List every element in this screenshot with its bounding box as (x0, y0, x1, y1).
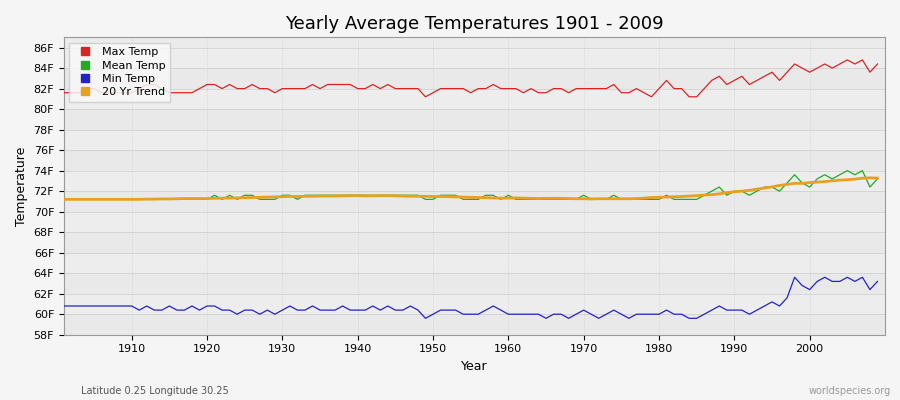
Bar (64, 150, 885, 171)
Bar (64, 191, 885, 212)
Bar (64, 294, 885, 314)
Bar (64, 232, 885, 253)
Legend: Max Temp, Mean Temp, Min Temp, 20 Yr Trend: Max Temp, Mean Temp, Min Temp, 20 Yr Tre… (69, 43, 170, 102)
Bar (64, 273, 885, 294)
Bar (64, 109, 885, 130)
Text: worldspecies.org: worldspecies.org (809, 386, 891, 396)
Bar (64, 253, 885, 273)
Bar (64, 171, 885, 191)
Bar (64, 130, 885, 150)
Bar (64, 212, 885, 232)
Bar (64, 68, 885, 89)
Text: Latitude 0.25 Longitude 30.25: Latitude 0.25 Longitude 30.25 (81, 386, 229, 396)
X-axis label: Year: Year (461, 360, 488, 373)
Bar (64, 314, 885, 335)
Title: Yearly Average Temperatures 1901 - 2009: Yearly Average Temperatures 1901 - 2009 (285, 15, 664, 33)
Y-axis label: Temperature: Temperature (15, 146, 28, 226)
Bar (64, 48, 885, 68)
Bar (64, 89, 885, 109)
